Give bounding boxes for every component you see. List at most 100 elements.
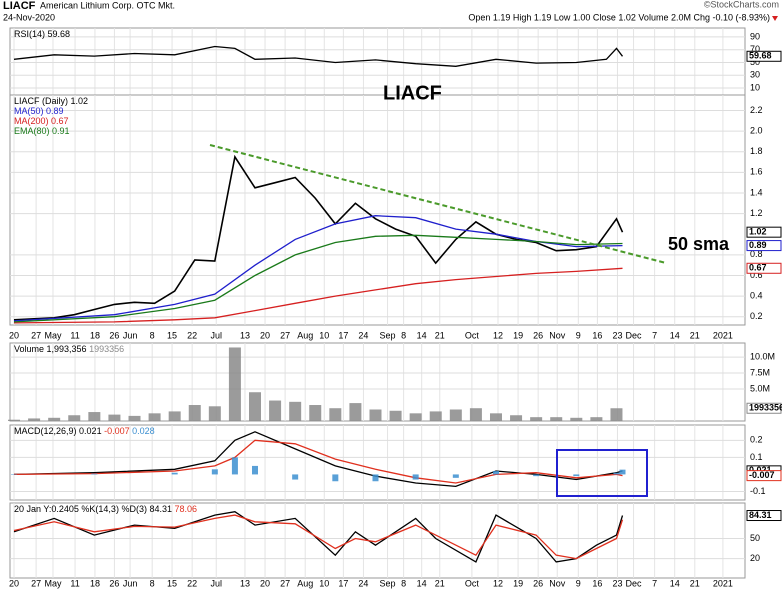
y-tick-label: 2.0 (750, 125, 763, 135)
x-tick-label: 23 (612, 578, 622, 588)
legend-name: MA(200) (14, 116, 49, 126)
y-tick-label: 1.2 (750, 208, 763, 218)
date: 24-Nov-2020 (3, 12, 55, 22)
panel-title: Volume 1,993,356 (14, 344, 87, 354)
bar (208, 406, 221, 421)
x-tick-label: 10 (319, 578, 329, 588)
bar (619, 469, 626, 475)
x-tick-label: 21 (435, 330, 445, 340)
bar (372, 474, 379, 482)
bar (449, 409, 462, 421)
last-value-box (746, 262, 782, 274)
bar (188, 405, 201, 421)
legend-name: LIACF (Daily) (14, 96, 68, 106)
highlight-box (556, 449, 648, 497)
last-value-label: 0.89 (749, 240, 767, 250)
x-tick-label: 14 (670, 578, 680, 588)
panel-legend: MA(200) 0.67 (14, 116, 69, 126)
x-tick-label: 11 (70, 578, 79, 588)
bar (252, 465, 258, 475)
legend-value: 78.06 (175, 504, 198, 514)
bar (429, 411, 442, 421)
bar (412, 474, 419, 480)
panel-legend: MACD(12,26,9) 0.021 -0.007 0.028 (14, 426, 155, 436)
x-tick-label: 7 (652, 578, 657, 588)
y-tick-label: 0.2 (750, 311, 763, 321)
panel-frame (9, 27, 746, 96)
x-tick-label: 17 (338, 578, 348, 588)
x-tick-label: 8 (150, 330, 155, 340)
x-tick-label: 16 (592, 578, 602, 588)
x-tick-label: 21 (435, 578, 445, 588)
x-tick-label: 2021 (713, 330, 733, 340)
x-tick-label: 24 (358, 330, 368, 340)
annotation: LIACF (383, 82, 442, 104)
last-value-label: 1993356 (749, 403, 782, 413)
x-tick-label: 24 (358, 578, 368, 588)
legend-value: -0.007 (104, 426, 130, 436)
x-tick-label: 20 (260, 330, 270, 340)
bar (91, 473, 98, 475)
series-line (13, 234, 623, 323)
legend-name: EMA(80) (14, 126, 50, 136)
x-tick-label: 23 (612, 330, 622, 340)
cursor-readout: 20 Jan Y:0.2405 (14, 504, 79, 514)
y-tick-label: 7.5M (750, 367, 770, 377)
bar (469, 408, 482, 421)
bar (211, 469, 218, 475)
quote: Open 1.19 High 1.19 Low 1.00 Close 1.02 … (468, 12, 770, 22)
annotation: 50 sma (668, 234, 730, 254)
y-tick-label: 0.8 (750, 249, 763, 259)
series-line (13, 514, 624, 560)
bar (108, 414, 121, 421)
x-tick-label: 27 (31, 578, 41, 588)
y-tick-label: 20 (750, 553, 760, 563)
panel-legend: Volume 1,993,356 1993356 (14, 344, 124, 354)
x-tick-label: May (44, 578, 62, 588)
bar (452, 474, 459, 478)
x-tick-label: 11 (70, 330, 79, 340)
x-tick-label: Jun (123, 578, 138, 588)
legend-name: MA(50) (14, 106, 44, 116)
bar (8, 419, 21, 421)
legend-value: 0.89 (46, 106, 64, 116)
x-tick-label: Sep (380, 330, 396, 340)
last-value-box (746, 50, 782, 62)
bar (228, 347, 241, 421)
x-tick-label: May (44, 330, 62, 340)
x-tick-label: 9 (576, 330, 581, 340)
x-tick-label: 15 (167, 578, 177, 588)
x-tick-label: 27 (31, 330, 41, 340)
x-tick-label: 13 (240, 330, 250, 340)
y-tick-label: 2.2 (750, 105, 763, 115)
legend-value: 1993356 (89, 344, 124, 354)
series-line (13, 215, 623, 322)
x-tick-label: Nov (549, 578, 566, 588)
panel-legend: LIACF (Daily) 1.02 (14, 96, 88, 106)
x-tick-label: 21 (690, 330, 700, 340)
x-tick-label: 20 (260, 578, 270, 588)
y-tick-label: 0.1 (750, 452, 763, 462)
panel-frame (9, 424, 746, 501)
bar (510, 415, 523, 421)
y-tick-label: 70 (750, 44, 760, 54)
x-tick-label: 12 (493, 578, 503, 588)
x-tick-label: 26 (109, 578, 119, 588)
x-tick-label: 27 (280, 330, 290, 340)
bar (533, 474, 540, 477)
bar (570, 417, 583, 421)
bar (168, 411, 181, 421)
legend-name: RSI(14) (14, 29, 45, 39)
x-tick-label: Oct (465, 330, 480, 340)
x-tick-label: 17 (338, 330, 348, 340)
bar (292, 474, 299, 480)
legend-value: 0.021 (79, 426, 102, 436)
last-value-label: 1.02 (749, 227, 767, 237)
x-tick-label: 8 (401, 578, 406, 588)
y-tick-label: 10.0M (750, 351, 775, 361)
bar (68, 415, 81, 421)
bar (530, 417, 543, 421)
bar (88, 412, 101, 421)
